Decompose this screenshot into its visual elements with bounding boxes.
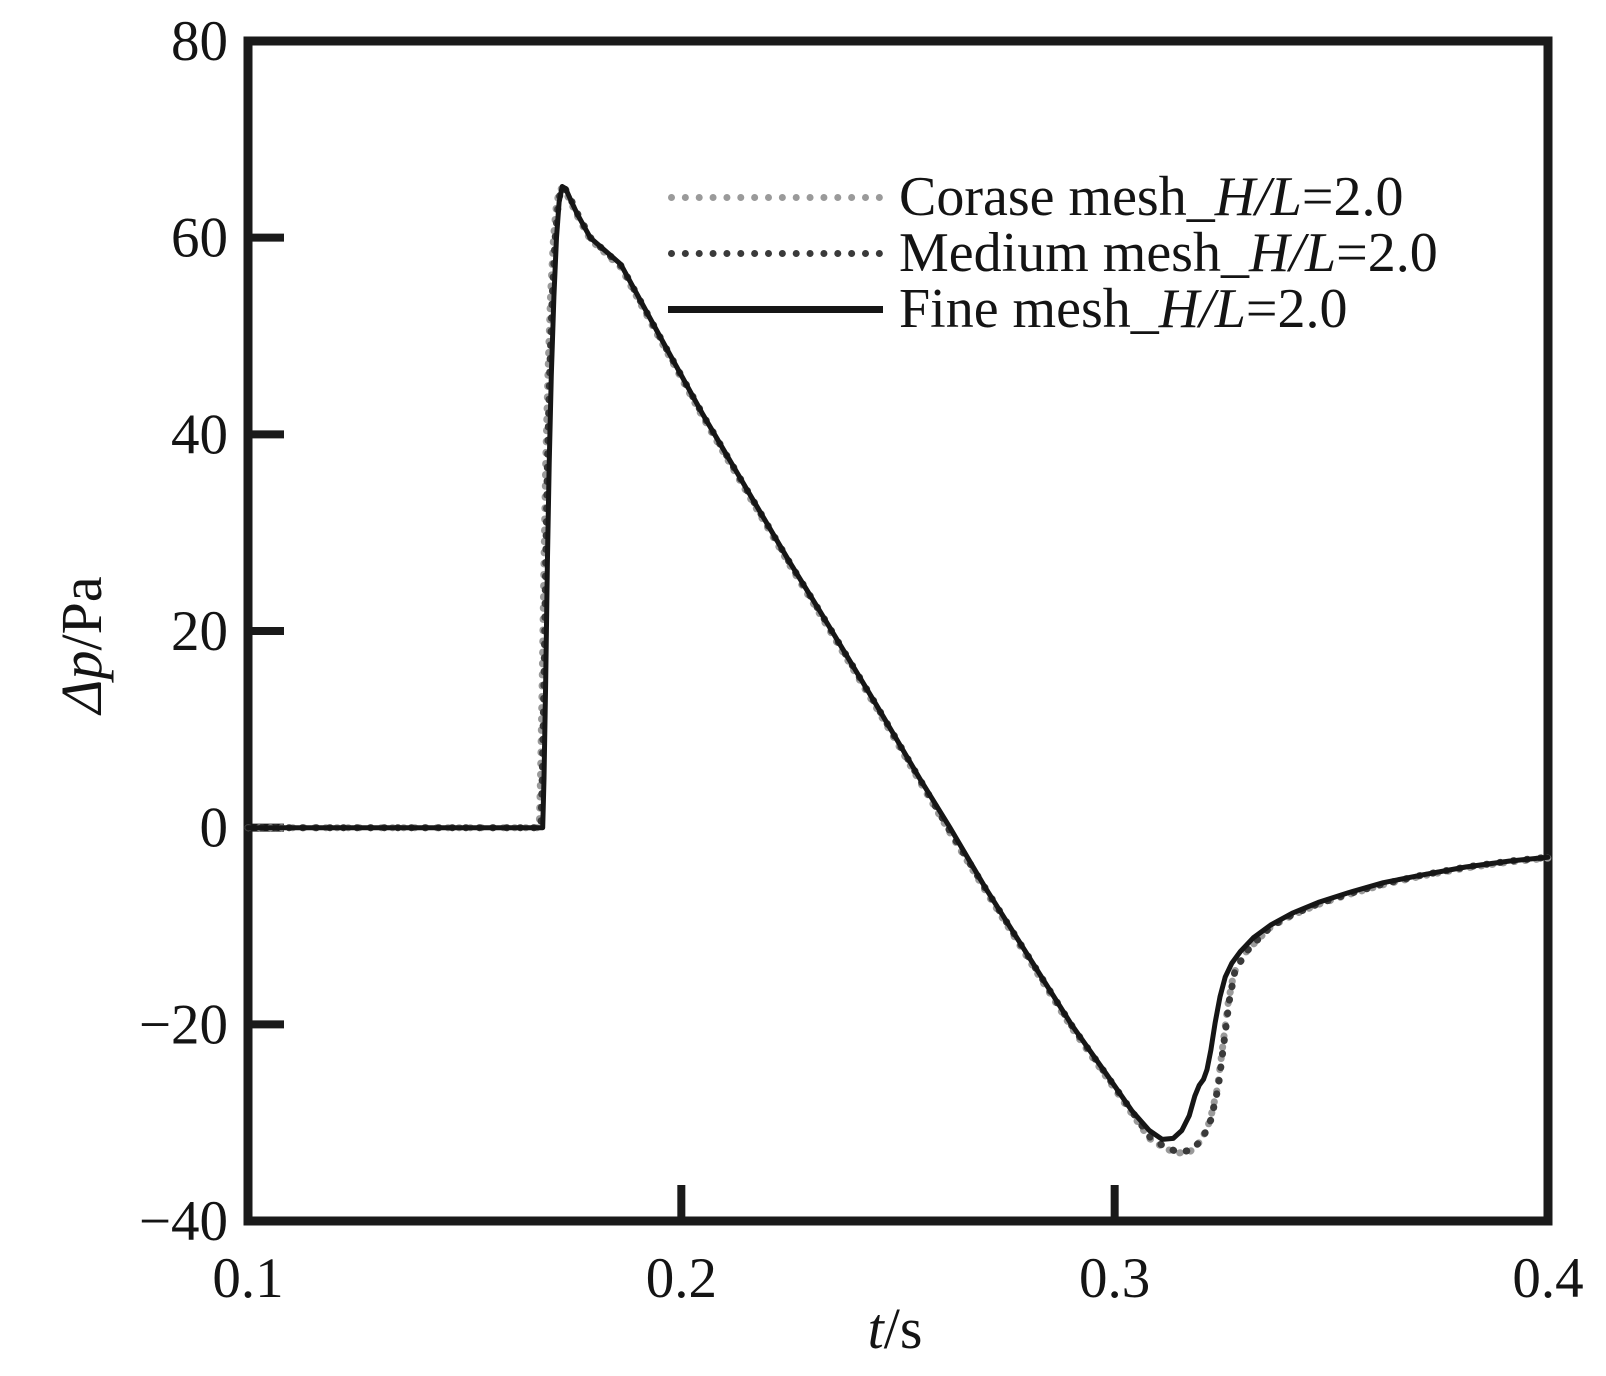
legend-label-coarse-suffix: =2.0 <box>1301 166 1404 228</box>
x-axis-title-unit: /s <box>883 1296 923 1361</box>
legend-item-medium: Medium mesh_H/L=2.0 <box>668 225 1438 281</box>
y-tick-label: −40 <box>139 1190 228 1253</box>
legend-label-coarse-ratio: H/L <box>1214 166 1302 228</box>
y-tick-label: 20 <box>171 600 228 663</box>
legend-label-coarse-prefix: Corase mesh_ <box>899 166 1215 228</box>
legend-label-coarse: Corase mesh_H/L=2.0 <box>899 169 1403 225</box>
x-tick-label: 0.1 <box>212 1247 283 1310</box>
legend-label-fine-ratio: H/L <box>1158 278 1246 340</box>
y-tick-label: 60 <box>171 207 228 270</box>
legend-swatch-medium-line-icon <box>668 249 883 257</box>
y-tick-label: 80 <box>171 10 228 73</box>
legend-label-medium: Medium mesh_H/L=2.0 <box>899 225 1438 281</box>
plot-frame <box>243 36 1553 1226</box>
x-axis-title: t/s <box>695 1300 1095 1358</box>
legend-swatch-fine-line-icon <box>668 305 883 313</box>
legend-label-medium-prefix: Medium mesh_ <box>899 222 1249 284</box>
x-tick-label: 0.2 <box>646 1247 717 1310</box>
series-line-2 <box>245 184 1551 1142</box>
y-axis-title-unit: /Pa <box>49 576 114 651</box>
legend-item-coarse: Corase mesh_H/L=2.0 <box>668 169 1438 225</box>
legend-label-medium-ratio: H/L <box>1248 222 1337 284</box>
legend-label-fine: Fine mesh_H/L=2.0 <box>899 281 1348 337</box>
x-tick-label: 0.4 <box>1512 1247 1583 1310</box>
y-tick-label: 0 <box>200 797 229 860</box>
legend-label-fine-suffix: =2.0 <box>1245 278 1348 340</box>
series-line-1 <box>244 184 1552 1156</box>
y-axis-title: Δp/Pa <box>49 435 114 855</box>
legend: Corase mesh_H/L=2.0 Medium mesh_H/L=2.0 … <box>668 169 1438 337</box>
legend-label-medium-suffix: =2.0 <box>1336 222 1438 284</box>
y-tick-label: 40 <box>171 403 228 466</box>
x-tick-label: 0.3 <box>1079 1247 1150 1310</box>
y-axis-title-symbol: Δp <box>49 650 114 714</box>
legend-label-fine-prefix: Fine mesh_ <box>899 278 1159 340</box>
x-axis-title-symbol: t <box>867 1296 884 1361</box>
y-tick-label: −20 <box>139 993 228 1056</box>
legend-item-fine: Fine mesh_H/L=2.0 <box>668 281 1438 337</box>
legend-swatch-coarse-line-icon <box>668 193 883 201</box>
